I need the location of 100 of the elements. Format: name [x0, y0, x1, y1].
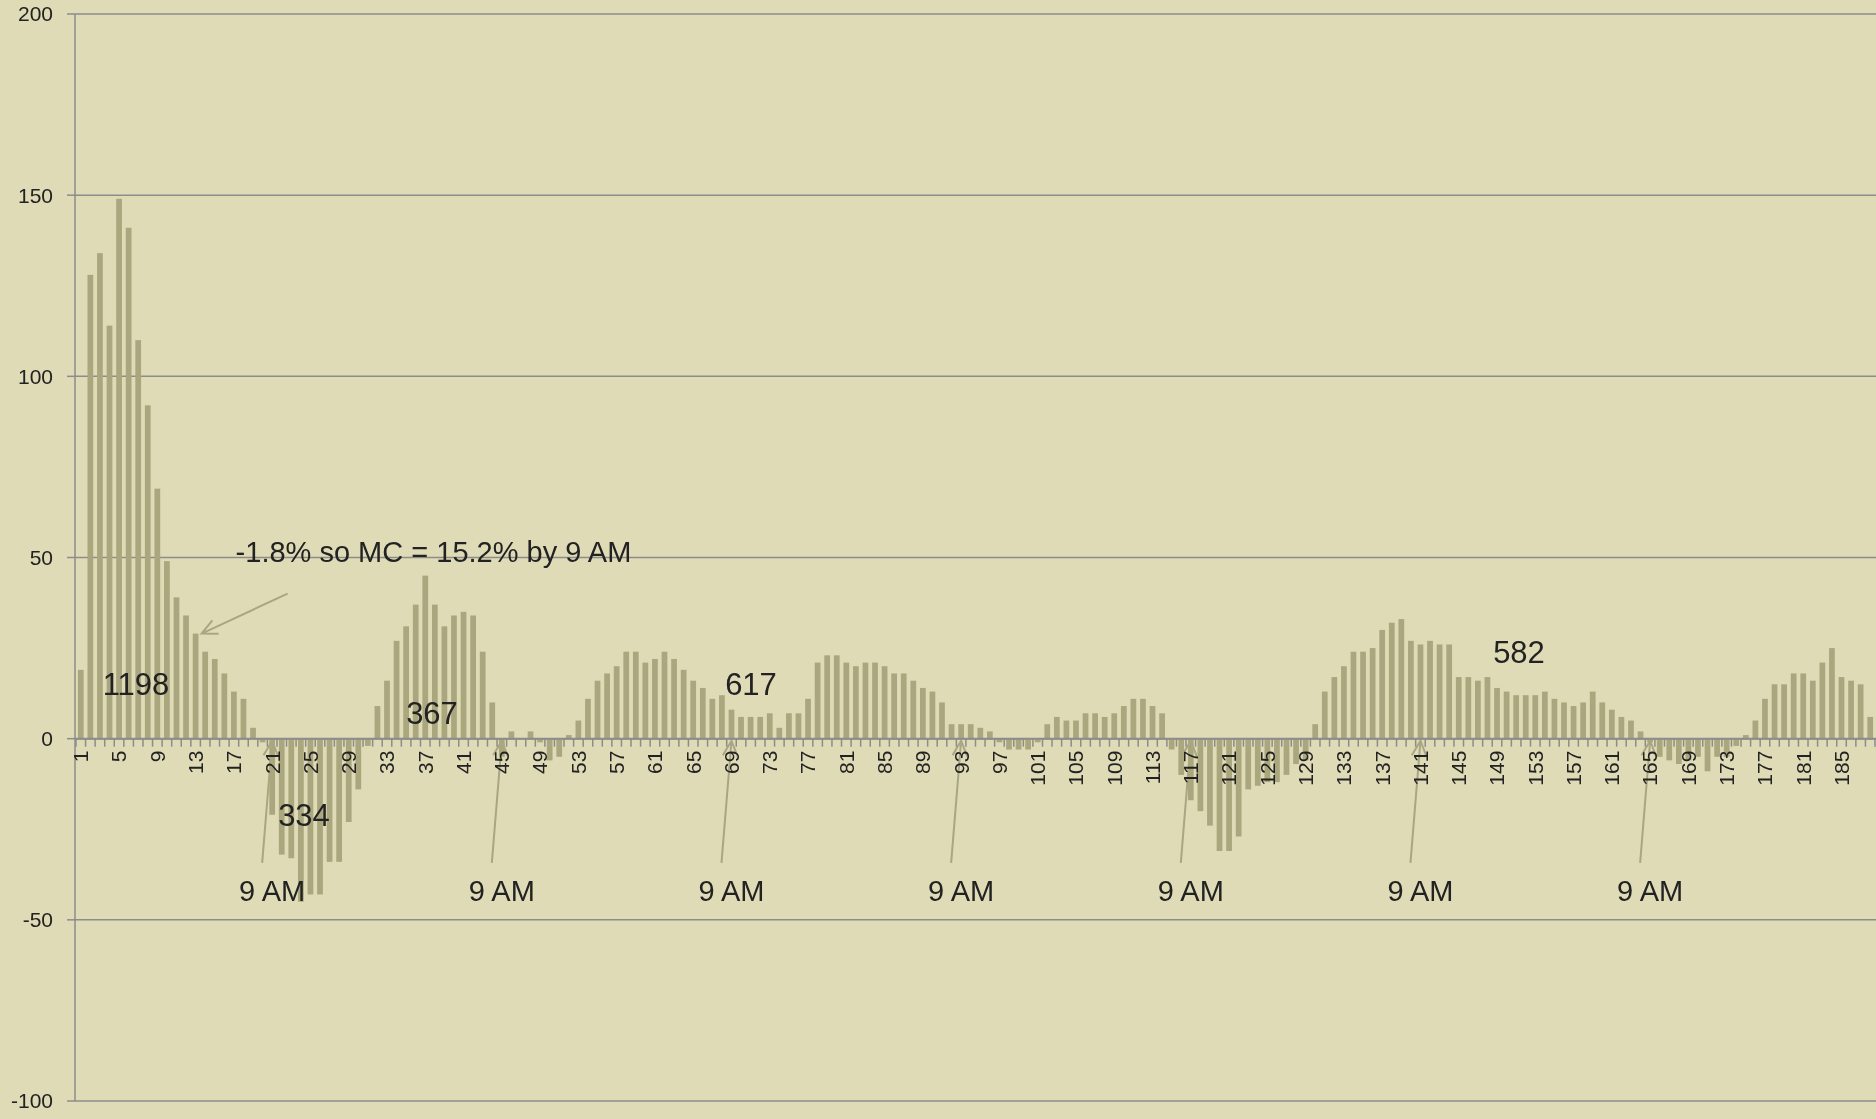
x-tick-label: 181	[1791, 750, 1815, 786]
annotation: 9 AM	[928, 875, 995, 907]
y-tick-label: 50	[29, 545, 53, 569]
bar	[1800, 673, 1807, 739]
bar	[1867, 716, 1874, 739]
bar	[546, 738, 553, 761]
x-tick-label: 77	[796, 750, 820, 775]
bar	[250, 727, 256, 739]
bar	[1120, 706, 1127, 739]
x-tick-label: 53	[566, 750, 590, 775]
bar	[623, 651, 630, 739]
x-tick-label: 69	[719, 750, 743, 775]
bar	[231, 691, 237, 739]
x-tick-label: 21	[260, 750, 284, 775]
bar	[738, 716, 744, 739]
bar	[1312, 724, 1319, 739]
bar	[824, 655, 831, 739]
annotation: 1198	[102, 667, 170, 703]
x-tick-label: 121	[1217, 750, 1241, 786]
bar	[1207, 738, 1213, 826]
bar	[1714, 738, 1720, 757]
bar	[604, 673, 610, 739]
bar	[1809, 680, 1816, 739]
y-tick-label: -50	[22, 908, 53, 932]
bar	[1073, 720, 1079, 739]
x-tick-label: 105	[1064, 750, 1088, 786]
x-tick-label: 85	[872, 750, 896, 775]
bar	[757, 716, 764, 739]
bar	[1092, 713, 1098, 739]
bar	[1331, 677, 1338, 739]
bar	[719, 695, 725, 739]
bar	[1494, 687, 1500, 739]
x-tick-label: 133	[1332, 750, 1356, 786]
x-tick-label: 45	[490, 750, 514, 775]
bar	[1589, 691, 1596, 739]
bar	[1608, 709, 1615, 739]
bar	[699, 687, 706, 739]
bar	[920, 687, 926, 739]
bar	[967, 724, 974, 739]
bar	[632, 651, 639, 739]
x-tick-label: 17	[222, 750, 246, 775]
annotation: 9 AM	[239, 875, 306, 907]
x-tick-label: 25	[298, 750, 322, 775]
bar	[1235, 738, 1242, 837]
x-tick-label: 5	[107, 750, 131, 763]
bar	[211, 658, 218, 739]
bar	[1006, 738, 1012, 750]
x-tick-label: 1	[69, 750, 93, 763]
annotation: 9 AM	[1617, 875, 1684, 907]
bar	[1513, 695, 1520, 739]
bar	[556, 738, 563, 757]
bar	[479, 651, 486, 739]
y-tick-label: -100	[10, 1089, 53, 1113]
bar	[1561, 702, 1567, 739]
bar	[939, 702, 945, 739]
bar	[1159, 713, 1165, 739]
bar	[709, 698, 716, 739]
bar	[1427, 640, 1433, 739]
x-tick-label: 177	[1753, 750, 1777, 786]
bar	[470, 615, 476, 739]
annotation: 9 AM	[1387, 875, 1454, 907]
annotation: -1.8% so MC = 15.2% by 9 AM	[235, 535, 632, 568]
x-tick-label: 113	[1140, 750, 1164, 785]
x-tick-label: 97	[987, 750, 1011, 775]
bar	[1178, 738, 1185, 775]
bar	[891, 673, 898, 739]
x-tick-label: 125	[1255, 750, 1279, 786]
bar	[221, 673, 228, 739]
bar	[1446, 644, 1453, 739]
x-tick-label: 41	[451, 750, 475, 775]
x-tick-label: 169	[1676, 750, 1700, 786]
x-tick-label: 157	[1561, 750, 1585, 786]
x-tick-label: 29	[337, 750, 361, 775]
bar	[1857, 684, 1864, 739]
x-tick-label: 73	[758, 750, 782, 775]
bar	[585, 698, 591, 739]
x-tick-label: 101	[1026, 750, 1050, 786]
bar	[1245, 738, 1252, 790]
bar	[1522, 695, 1529, 739]
bar	[1848, 680, 1854, 739]
bar	[1044, 724, 1051, 739]
y-tick-label: 200	[17, 2, 53, 26]
bar	[1829, 648, 1835, 739]
x-tick-label: 89	[911, 750, 935, 775]
bar	[977, 727, 984, 739]
x-tick-label: 153	[1523, 750, 1547, 786]
bar	[77, 669, 84, 739]
bar	[1475, 680, 1481, 739]
bar	[1819, 662, 1826, 739]
annotation: 9 AM	[1157, 875, 1224, 907]
bar	[986, 731, 993, 739]
bar	[1341, 666, 1347, 739]
x-tick-label: 93	[949, 750, 973, 775]
bar	[1580, 702, 1587, 739]
bar	[1111, 713, 1118, 739]
bar	[833, 655, 840, 739]
bar	[1360, 651, 1366, 739]
bar	[1025, 738, 1031, 750]
bar	[1455, 677, 1462, 739]
bar	[872, 662, 878, 739]
